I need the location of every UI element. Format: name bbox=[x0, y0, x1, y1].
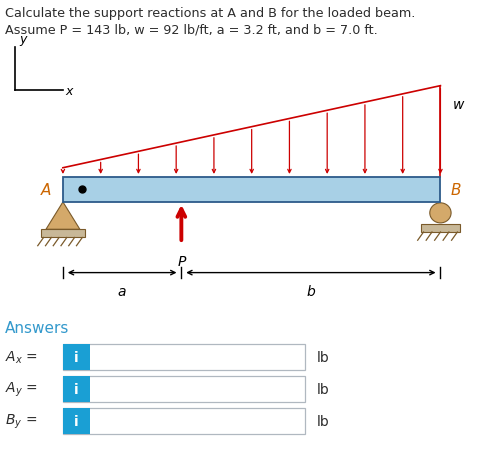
Bar bbox=[63, 344, 90, 370]
Text: i: i bbox=[74, 414, 78, 428]
Text: a: a bbox=[118, 284, 126, 298]
Bar bbox=[63, 376, 90, 402]
Text: $A_x$ =: $A_x$ = bbox=[5, 349, 38, 365]
Text: y: y bbox=[19, 32, 27, 46]
Text: i: i bbox=[74, 350, 78, 364]
Text: P: P bbox=[177, 255, 185, 269]
Text: Answers: Answers bbox=[5, 321, 69, 336]
Bar bbox=[63, 177, 440, 202]
Bar bbox=[63, 344, 305, 370]
Text: i: i bbox=[74, 382, 78, 396]
Text: b: b bbox=[306, 284, 315, 298]
Text: x: x bbox=[65, 85, 73, 97]
Polygon shape bbox=[46, 202, 80, 230]
Text: lb: lb bbox=[317, 414, 330, 428]
Text: lb: lb bbox=[317, 350, 330, 364]
Text: Calculate the support reactions at A and B for the loaded beam.: Calculate the support reactions at A and… bbox=[5, 7, 415, 20]
Text: w: w bbox=[453, 98, 464, 111]
Bar bbox=[421, 224, 460, 233]
Text: $B_y$ =: $B_y$ = bbox=[5, 412, 37, 430]
Text: A: A bbox=[41, 182, 51, 197]
Text: B: B bbox=[450, 182, 461, 197]
Bar bbox=[63, 408, 90, 434]
Bar bbox=[63, 376, 305, 402]
Text: Assume P = 143 lb, w = 92 lb/ft, a = 3.2 ft, and b = 7.0 ft.: Assume P = 143 lb, w = 92 lb/ft, a = 3.2… bbox=[5, 24, 378, 37]
Bar bbox=[63, 408, 305, 434]
Circle shape bbox=[430, 203, 451, 223]
Text: $A_y$ =: $A_y$ = bbox=[5, 380, 38, 398]
Text: lb: lb bbox=[317, 382, 330, 396]
Bar bbox=[41, 230, 85, 238]
